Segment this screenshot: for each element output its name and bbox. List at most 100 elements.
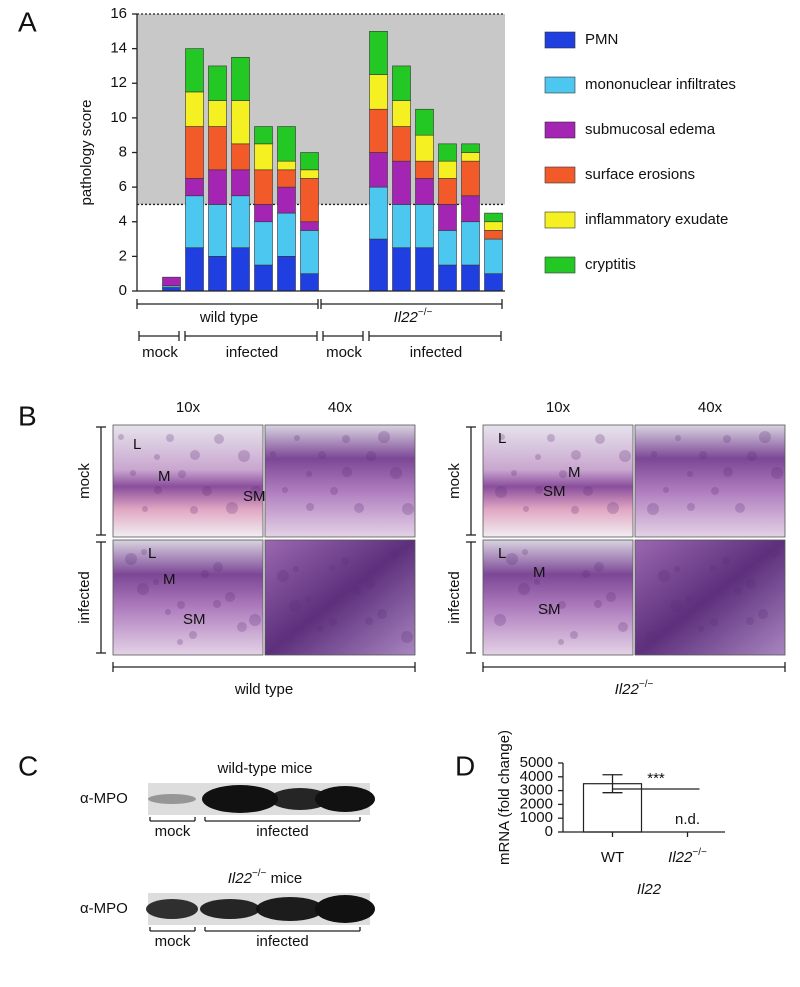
tissue-texture [522,549,528,555]
tissue-texture [495,486,507,498]
tissue-texture [402,503,414,515]
bar-segment [392,247,411,292]
bar-segment [461,221,480,266]
tissue-texture [523,506,529,512]
tissue-texture [365,617,373,625]
legend-label: PMN [585,31,618,48]
tissue-texture [710,618,718,626]
bar-segment [438,143,457,162]
tissue-texture [238,450,250,462]
blot-band [315,895,375,923]
bar-segment [392,65,411,101]
bar-segment [185,48,204,93]
bar-segment [484,238,503,274]
group-label: wild type [199,309,258,326]
tissue-annotation: SM [183,611,206,628]
bar-segment [277,160,296,171]
legend-swatch [544,211,576,229]
tissue-texture [594,562,604,572]
tissue-texture [377,609,387,619]
bar-segment [277,256,296,292]
tissue-texture [647,503,659,515]
tissue-annotation: M [158,468,171,485]
value-label: n.d. [675,811,700,828]
bar-segment [231,100,250,145]
subgroup-label: mock [142,344,178,361]
bar-segment [231,56,250,101]
tissue-texture [342,467,352,477]
micrograph [634,424,786,538]
bar-segment [254,221,273,266]
micrograph [482,424,634,538]
tissue-annotation: M [533,564,546,581]
bar-segment [300,152,319,171]
tissue-texture [250,486,262,498]
tissue-texture [153,579,159,585]
genotype-superscript: −/− [692,847,707,858]
micrograph [482,539,634,656]
bar-segment [484,212,503,223]
tissue-texture [571,506,579,514]
y-tick-label: 16 [110,5,127,22]
bar-segment [484,273,503,292]
legend-swatch [544,121,576,139]
bar-segment [438,160,457,179]
genotype-superscript: −/− [418,307,433,318]
y-tick-label: 2 [119,247,127,264]
y-tick-label: 12 [110,74,127,91]
bar-segment [415,134,434,162]
blot-band [270,788,330,810]
bar-segment [392,100,411,127]
significance: *** [647,770,665,787]
tissue-texture [758,609,768,619]
legend-swatch [544,31,576,49]
tissue-texture [289,600,301,612]
bar-segment [300,273,319,292]
error-bar [602,774,623,794]
tissue-texture [118,434,124,440]
bar-segment [300,178,319,223]
panel-label: C [18,750,38,781]
subgroup-label: infected [226,344,279,361]
tissue-texture [201,570,209,578]
bar-segment [277,212,296,257]
bar-segment [415,247,434,292]
bar-segment [254,204,273,223]
tissue-texture [499,434,505,440]
tissue-texture [606,592,616,602]
tissue-texture [214,434,224,444]
y-tick-label: 4000 [520,768,553,785]
tissue-texture [747,451,757,461]
blot-title: Il22−/− mice [228,868,303,887]
bar-segment [369,31,388,75]
tissue-texture [354,503,364,513]
bar-segment [277,169,296,188]
lane-label: mock [155,823,191,840]
tissue-texture [558,639,564,645]
tissue-texture [329,565,335,571]
bar-segment [185,247,204,292]
legend-swatch [544,76,576,94]
y-tick-label: 3000 [520,782,553,799]
tissue-texture [165,609,171,615]
lane-label: mock [155,933,191,950]
bar-segment [392,204,411,249]
tissue-texture [698,626,704,632]
tissue-texture [583,486,593,496]
bar-segment [185,195,204,249]
text-tail: mice [266,870,302,887]
tissue-texture [154,486,162,494]
tissue-texture [389,548,399,558]
bar-segment [438,230,457,266]
tissue-texture [225,592,235,602]
tissue-texture [494,614,506,626]
tissue-annotation: SM [243,488,266,505]
tissue-texture [771,467,783,479]
tissue-texture [534,579,540,585]
tissue-texture [401,631,413,643]
panel-label: D [455,750,475,781]
tissue-texture [734,587,742,595]
tissue-texture [306,503,314,511]
blot-band [200,899,260,919]
